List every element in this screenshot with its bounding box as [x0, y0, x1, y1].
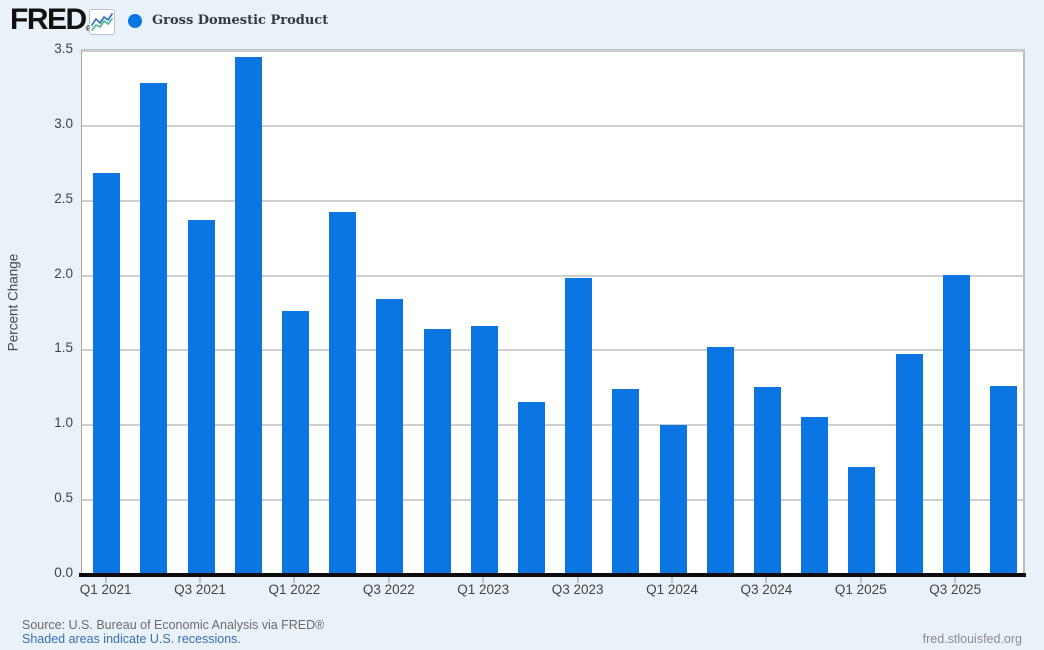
fred-logo[interactable]: FRED® [10, 5, 92, 35]
registered-mark: ® [86, 24, 92, 33]
x-tick-mark [954, 577, 957, 583]
chart-header: FRED® Gross Domestic Product [0, 0, 1044, 46]
x-tick-mark [765, 577, 768, 583]
y-tick-label: 1.5 [54, 340, 73, 356]
bar-q4-2021[interactable] [234, 56, 262, 573]
x-tick-mark [293, 577, 296, 583]
x-tick-label: Q3 2024 [740, 582, 793, 597]
x-tick-mark [482, 577, 485, 583]
bar-q2-2021[interactable] [140, 83, 168, 573]
bar-q3-2024[interactable] [753, 387, 781, 573]
bar-q4-2025[interactable] [989, 385, 1017, 573]
bar-q2-2025[interactable] [895, 354, 923, 573]
x-tick-label: Q3 2025 [929, 582, 982, 597]
recessions-link[interactable]: Shaded areas indicate U.S. recessions. [22, 632, 241, 646]
bar-q3-2023[interactable] [565, 278, 593, 573]
x-tick-label: Q1 2021 [79, 582, 132, 597]
x-tick-mark [671, 577, 673, 583]
y-tick-label: 2.5 [54, 190, 73, 206]
gridline [82, 124, 1023, 127]
gridline [82, 274, 1023, 277]
gridline [82, 199, 1023, 202]
y-tick-label: 3.5 [54, 41, 73, 56]
bar-q2-2022[interactable] [329, 212, 357, 573]
x-tick-mark [104, 577, 107, 583]
bar-q1-2022[interactable] [281, 311, 309, 573]
gridline [82, 349, 1023, 352]
fred-logo-text: FRED [10, 3, 87, 36]
y-tick-label: 2.0 [54, 265, 73, 281]
bar-q3-2021[interactable] [187, 219, 215, 573]
x-tick-label: Q1 2025 [834, 582, 887, 597]
bar-q1-2023[interactable] [470, 325, 498, 573]
bar-q2-2023[interactable] [517, 402, 545, 573]
y-tick-label: 0.5 [54, 490, 73, 506]
gridline [82, 499, 1023, 502]
bar-q1-2021[interactable] [93, 173, 121, 573]
chart-plot-area[interactable] [81, 49, 1025, 573]
y-tick-label: 3.0 [54, 115, 73, 131]
bar-q4-2022[interactable] [423, 328, 451, 573]
bar-q3-2022[interactable] [376, 299, 404, 573]
x-tick-label: Q1 2024 [646, 582, 698, 597]
x-tick-label: Q1 2022 [268, 582, 321, 597]
source-text: Source: U.S. Bureau of Economic Analysis… [22, 618, 325, 632]
gridline [82, 50, 1023, 52]
bar-q1-2025[interactable] [848, 466, 876, 573]
y-axis-title: Percent Change [5, 253, 21, 352]
chart-footer: Source: U.S. Bureau of Economic Analysis… [0, 612, 1044, 650]
x-tick-label: Q1 2023 [457, 582, 510, 597]
gridline [82, 424, 1023, 427]
y-tick-label: 0.0 [54, 565, 73, 580]
bar-q3-2025[interactable] [942, 275, 970, 573]
x-tick-label: Q3 2021 [174, 582, 226, 597]
series-legend-marker [128, 14, 142, 28]
bar-q4-2024[interactable] [801, 417, 829, 573]
x-tick-mark [387, 577, 390, 583]
x-tick-mark [199, 577, 201, 583]
x-axis-line [79, 573, 1026, 577]
series-legend-label: Gross Domestic Product [152, 13, 329, 28]
bar-q1-2024[interactable] [659, 424, 687, 573]
x-tick-mark [576, 577, 579, 583]
x-tick-label: Q3 2022 [362, 582, 415, 597]
bar-q4-2023[interactable] [612, 388, 640, 573]
x-tick-mark [859, 577, 862, 583]
y-tick-label: 1.0 [54, 415, 73, 431]
bar-q2-2024[interactable] [706, 346, 734, 573]
fred-site-link[interactable]: fred.stlouisfed.org [922, 632, 1022, 646]
x-tick-label: Q3 2023 [551, 582, 604, 597]
fred-sparkline-icon [89, 9, 115, 35]
